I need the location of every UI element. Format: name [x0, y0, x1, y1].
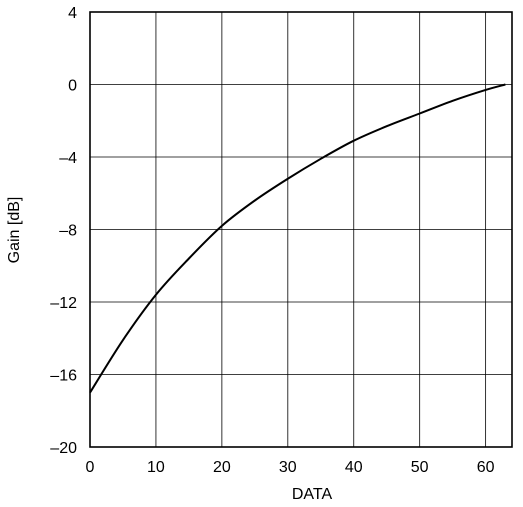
x-axis-label: DATA: [292, 486, 333, 503]
x-tick-label: 30: [279, 459, 297, 476]
y-tick-label: –12: [50, 295, 77, 312]
y-tick-labels: 4 0 –4 –8 –12 –16 –20: [50, 5, 77, 457]
y-tick-label: –4: [59, 150, 77, 167]
x-tick-label: 20: [213, 459, 231, 476]
grid: [90, 12, 512, 447]
y-tick-label: –8: [59, 223, 77, 240]
y-axis-label: Gain [dB]: [6, 197, 23, 264]
x-tick-labels: 0 10 20 30 40 50 60: [86, 459, 495, 476]
x-tick-label: 0: [86, 459, 95, 476]
y-tick-label: 4: [68, 5, 77, 22]
y-tick-label: 0: [68, 78, 77, 95]
x-tick-label: 10: [147, 459, 165, 476]
y-tick-label: –20: [50, 440, 77, 457]
series-layer: [89, 83, 506, 394]
x-tick-label: 40: [345, 459, 363, 476]
gain-curve-0: [89, 83, 506, 394]
x-tick-label: 60: [477, 459, 495, 476]
y-tick-label: –16: [50, 368, 77, 385]
plot-frame: [89, 11, 513, 448]
x-tick-label: 50: [411, 459, 429, 476]
